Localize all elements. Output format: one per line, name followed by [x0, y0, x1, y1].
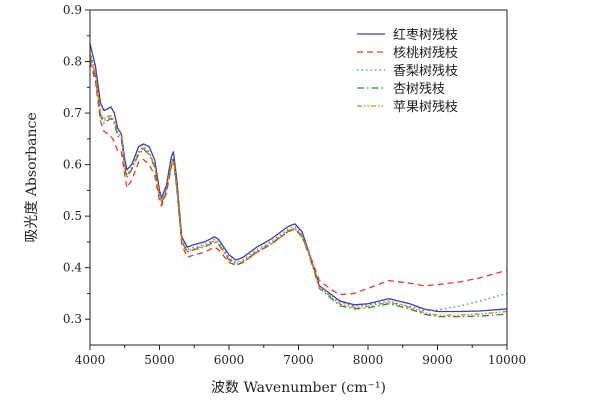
x-tick-label: 10000 [488, 353, 526, 367]
y-tick-label: 0.7 [63, 106, 82, 120]
legend-label: 杏树残枝 [393, 82, 445, 97]
x-tick-label: 8000 [353, 353, 384, 367]
series-layer [89, 43, 508, 318]
series-line-4 [89, 56, 508, 318]
legend-label: 核桃树残枝 [393, 46, 458, 61]
ticks-layer: 4000 5000 6000 7000 8000 9000 10000 0.3 0.4 0.5 0.… [63, 3, 526, 367]
legend-label: 红枣树残枝 [393, 27, 458, 43]
x-tick-label: 4000 [75, 353, 106, 367]
y-tick-label: 0.8 [63, 55, 82, 69]
x-tick-label: 5000 [144, 353, 175, 367]
y-tick-label: 0.4 [63, 261, 82, 275]
y-tick-label: 0.6 [63, 158, 82, 172]
y-tick-label: 0.3 [63, 312, 82, 326]
series-line-1 [89, 43, 508, 313]
x-tick-label: 7000 [283, 353, 314, 367]
legend-label: 苹果树残枝 [393, 100, 458, 115]
y-tick-label: 0.5 [63, 209, 82, 223]
y-axis-title: 吸光度 Absorbance [24, 112, 40, 242]
y-tick-label: 0.9 [63, 3, 82, 17]
legend-label: 香梨树残枝 [393, 64, 458, 79]
x-tick-label: 9000 [422, 353, 453, 367]
x-axis-title: 波数 Wavenumber (cm⁻¹) [211, 380, 386, 396]
series-line-5 [89, 53, 508, 316]
series-line-2 [89, 61, 508, 296]
x-tick-label: 6000 [214, 353, 245, 367]
